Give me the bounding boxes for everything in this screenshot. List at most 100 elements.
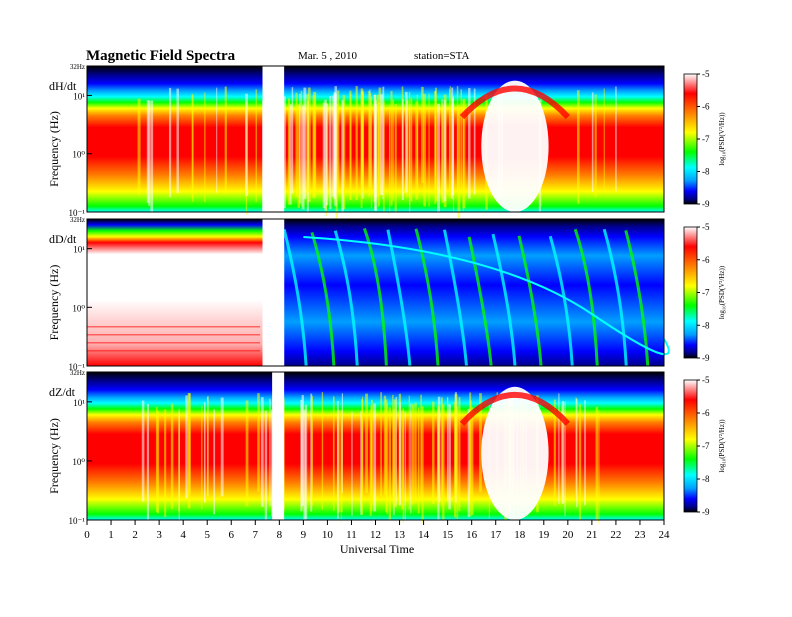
spectral-feature bbox=[386, 229, 412, 367]
spectral-striation bbox=[332, 95, 336, 197]
x-tick-label: 1 bbox=[108, 529, 114, 541]
y-tick-label: 10⁻¹ bbox=[69, 208, 86, 218]
spectral-striation bbox=[295, 92, 298, 198]
spectral-striation bbox=[460, 89, 462, 195]
spectral-feature bbox=[333, 230, 359, 367]
figure-station: station=STA bbox=[414, 50, 469, 62]
spectral-striation bbox=[456, 86, 459, 190]
spectral-striation bbox=[311, 396, 314, 506]
x-tick-label: 3 bbox=[156, 529, 162, 541]
spectral-striation bbox=[342, 95, 346, 210]
spectral-striation bbox=[303, 87, 307, 199]
spectral-striation bbox=[340, 409, 342, 523]
x-tick-label: 24 bbox=[659, 529, 671, 541]
x-tick-label: 22 bbox=[610, 529, 621, 541]
spectral-striation bbox=[401, 410, 404, 510]
spectral-striation bbox=[146, 404, 150, 522]
y-axis-label: Frequency (Hz) bbox=[47, 111, 61, 187]
y-tick-label: 10⁻¹ bbox=[69, 516, 86, 526]
spectral-striation bbox=[564, 401, 566, 517]
x-tick-label: 15 bbox=[442, 529, 454, 541]
spectral-striation bbox=[449, 86, 451, 199]
spectral-striation bbox=[398, 402, 402, 506]
x-axis: 0 1 2 3 4 5 6 7 8 9 10 11 12 13 14 15 16 17 18 19 20 21 22 23 24 bbox=[84, 520, 670, 541]
spectral-feature bbox=[443, 229, 468, 367]
spectral-striation bbox=[437, 405, 439, 505]
spectral-striation bbox=[421, 86, 424, 184]
spectral-striation bbox=[257, 393, 260, 492]
spectral-striation bbox=[390, 90, 393, 206]
component-label: dH/dt bbox=[49, 79, 77, 93]
spectral-striation bbox=[561, 401, 565, 504]
spectral-feature bbox=[414, 228, 440, 367]
spectral-striation bbox=[260, 397, 264, 507]
spectral-striation bbox=[576, 90, 580, 204]
spectral-striation bbox=[289, 104, 292, 205]
spectral-striation bbox=[420, 394, 422, 502]
spectral-striation bbox=[321, 392, 324, 510]
spectral-striation bbox=[415, 101, 419, 200]
colorbar: -5 -6 -7 -8 -9 log₁₀(PSD(V²/Hz)) bbox=[683, 69, 726, 209]
spectral-striation bbox=[334, 93, 337, 207]
spectral-striation bbox=[291, 87, 294, 194]
x-tick-label: 13 bbox=[394, 529, 406, 541]
spectral-striation bbox=[324, 99, 327, 211]
spectral-striation bbox=[300, 90, 303, 206]
spectral-feature bbox=[362, 227, 388, 367]
spectral-striation bbox=[462, 100, 464, 212]
x-tick-label: 20 bbox=[562, 529, 574, 541]
spectral-striation bbox=[458, 397, 461, 512]
spectral-striation bbox=[297, 104, 300, 208]
spectral-feature bbox=[87, 342, 261, 344]
spectral-feature bbox=[310, 232, 336, 367]
spectral-feature bbox=[87, 326, 261, 328]
spectral-striation bbox=[155, 407, 158, 513]
panel-frame bbox=[86, 218, 665, 367]
spectral-striation bbox=[150, 100, 154, 216]
colorbar: -5 -6 -7 -8 -9 log₁₀(PSD(V²/Hz)) bbox=[683, 222, 726, 363]
colorbar-tick-label: -8 bbox=[702, 474, 710, 484]
spectral-striation bbox=[404, 411, 406, 520]
spectral-feature bbox=[491, 233, 517, 367]
spectral-striation bbox=[408, 91, 411, 206]
spectral-striation bbox=[325, 103, 329, 206]
spectral-feature bbox=[87, 334, 261, 336]
spectral-striation bbox=[441, 105, 444, 203]
spectral-striation bbox=[469, 400, 472, 517]
spectral-striation bbox=[255, 89, 257, 202]
spectral-striation bbox=[457, 105, 461, 218]
colorbar-tick-label: -8 bbox=[702, 320, 710, 330]
spectral-striation bbox=[584, 400, 586, 506]
spectral-striation bbox=[306, 94, 309, 193]
spectral-striation bbox=[164, 409, 167, 517]
spectral-striation bbox=[401, 99, 404, 201]
component-label: dD/dt bbox=[49, 232, 77, 246]
spectral-striation bbox=[402, 408, 404, 523]
spectral-striation bbox=[245, 93, 248, 196]
spectral-striation bbox=[595, 406, 599, 521]
spectrogram-fill bbox=[87, 219, 263, 366]
x-axis-label: Universal Time bbox=[340, 542, 414, 556]
colorbar-tick-label: -6 bbox=[702, 102, 710, 112]
spectral-striation bbox=[603, 88, 605, 189]
spectral-striation bbox=[332, 396, 335, 511]
spectral-striation bbox=[479, 393, 482, 492]
spectral-striation bbox=[451, 97, 455, 196]
spectral-feature bbox=[459, 85, 571, 120]
spectral-striation bbox=[437, 396, 441, 502]
spectral-striation bbox=[371, 399, 373, 506]
spectral-striation bbox=[300, 403, 303, 507]
spectral-striation bbox=[178, 408, 180, 520]
spectral-striation bbox=[615, 86, 617, 192]
spectral-striation bbox=[432, 401, 435, 504]
spectral-feature bbox=[517, 235, 543, 367]
spectrogram-fill bbox=[284, 219, 664, 366]
x-tick-label: 17 bbox=[490, 529, 502, 541]
spectral-striation bbox=[383, 395, 387, 495]
spectral-striation bbox=[410, 403, 412, 514]
colorbar: -5 -6 -7 -8 -9 log₁₀(PSD(V²/Hz)) bbox=[683, 375, 726, 517]
spectral-striation bbox=[553, 399, 556, 506]
y-tick-label: 10¹ bbox=[73, 245, 85, 255]
x-tick-label: 0 bbox=[84, 529, 90, 541]
